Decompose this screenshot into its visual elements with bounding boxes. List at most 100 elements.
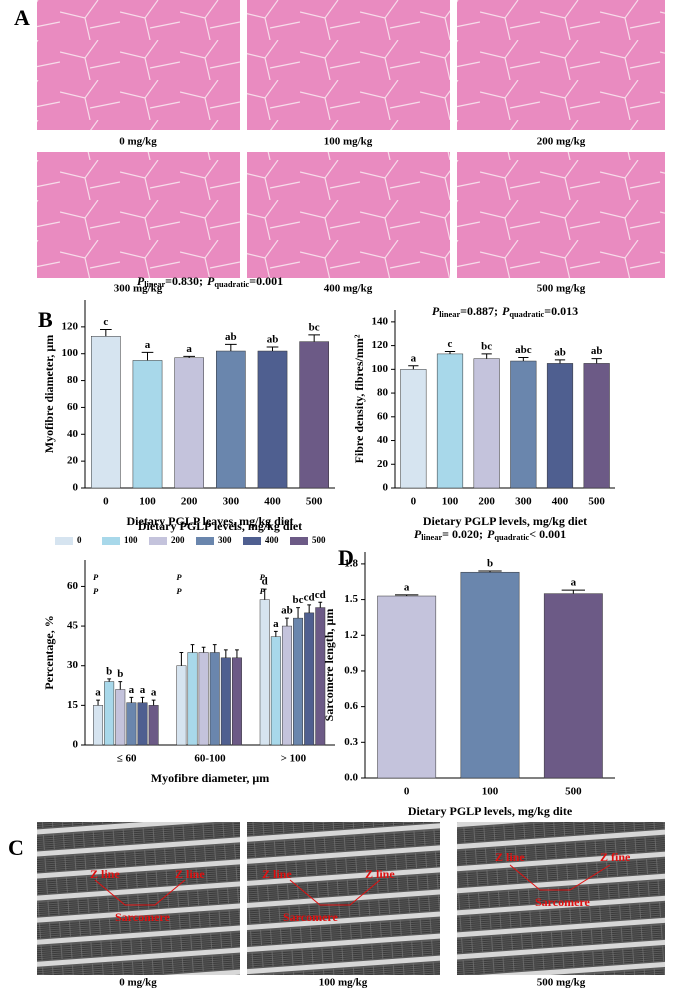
bar bbox=[257, 350, 288, 489]
significance-letter: cd bbox=[304, 591, 315, 603]
legend-swatch bbox=[290, 537, 308, 545]
caption: 400 mg/kg bbox=[324, 283, 373, 295]
panel-letter: C bbox=[8, 835, 24, 860]
x-axis-label: Dietary PGLP levels, mg/kg dite bbox=[408, 804, 573, 818]
significance-letter: a bbox=[273, 618, 279, 630]
z-line-label: Z line bbox=[175, 867, 205, 881]
significance-letter: a bbox=[186, 343, 192, 355]
p-value-annotation: P bbox=[260, 586, 266, 596]
bar bbox=[209, 652, 220, 746]
error-bar bbox=[561, 589, 585, 594]
error-bar bbox=[129, 696, 134, 703]
x-tick-label: 60-100 bbox=[194, 753, 226, 765]
significance-letter: a bbox=[140, 684, 146, 696]
x-axis-label: Myofibre diameter, μm bbox=[151, 771, 269, 785]
significance-letter: a bbox=[571, 577, 577, 589]
y-axis-label: Percentage, % bbox=[42, 615, 56, 689]
significance-letter: a bbox=[95, 687, 101, 699]
y-tick-label: 100 bbox=[62, 347, 79, 359]
legend-label: 200 bbox=[171, 535, 185, 545]
legend-label: 500 bbox=[312, 535, 326, 545]
x-tick-label: 300 bbox=[223, 496, 240, 508]
micrograph bbox=[247, 152, 450, 278]
bar bbox=[270, 636, 281, 746]
significance-letter: bc bbox=[481, 340, 492, 352]
bar bbox=[137, 702, 148, 746]
p-symbol: P bbox=[93, 572, 99, 582]
significance-letter: ab bbox=[591, 345, 603, 357]
significance-letter: d bbox=[262, 576, 268, 588]
micrograph bbox=[37, 152, 240, 278]
p-symbol: P bbox=[137, 274, 145, 288]
bar bbox=[220, 657, 231, 746]
bar bbox=[216, 350, 246, 489]
legend-label: 300 bbox=[218, 535, 232, 545]
error-bar bbox=[444, 351, 456, 354]
annotation-line bbox=[289, 879, 381, 906]
error-bar bbox=[262, 588, 267, 600]
y-tick-label: 60 bbox=[67, 580, 79, 592]
bar bbox=[126, 702, 137, 746]
error-bar bbox=[478, 570, 502, 573]
x-tick-label: 400 bbox=[552, 496, 569, 508]
legend-label: 100 bbox=[124, 535, 138, 545]
p-value-annotation: Plinear=0.830; Pquadratic=0.001 bbox=[137, 274, 283, 289]
y-tick-label: 60 bbox=[377, 410, 389, 422]
p-value-annotation: P bbox=[176, 572, 182, 582]
x-tick-label: 100 bbox=[139, 496, 156, 508]
significance-letter: c bbox=[448, 338, 453, 350]
y-tick-label: 0.3 bbox=[344, 736, 358, 748]
bar bbox=[543, 593, 603, 779]
error-bar bbox=[481, 353, 492, 359]
y-tick-label: 120 bbox=[372, 339, 389, 351]
bar bbox=[132, 360, 163, 489]
x-tick-label: 500 bbox=[588, 496, 605, 508]
bar bbox=[377, 595, 437, 779]
error-bar bbox=[141, 351, 154, 361]
x-tick-label: 200 bbox=[181, 496, 198, 508]
significance-letter: bc bbox=[309, 321, 320, 333]
sarcomere-label: Sarcomere bbox=[115, 910, 171, 924]
error-bar bbox=[201, 646, 206, 653]
x-tick-label: 100 bbox=[482, 786, 499, 798]
bar bbox=[198, 652, 209, 746]
legend-label: 400 bbox=[265, 535, 279, 545]
x-tick-label: 500 bbox=[565, 786, 582, 798]
bar bbox=[104, 681, 115, 746]
caption: 100 mg/kg bbox=[319, 977, 368, 989]
significance-letter: ab bbox=[267, 334, 279, 346]
y-tick-label: 80 bbox=[67, 374, 79, 386]
y-tick-label: 20 bbox=[377, 458, 389, 470]
error-bar bbox=[140, 696, 145, 703]
x-tick-label: 0 bbox=[103, 496, 109, 508]
y-tick-label: 0 bbox=[383, 482, 389, 494]
bar bbox=[187, 652, 198, 746]
p-symbol: P bbox=[176, 586, 182, 596]
x-tick-label: 300 bbox=[515, 496, 532, 508]
bar bbox=[304, 612, 315, 746]
p-value: = 0.020; bbox=[442, 527, 483, 541]
z-line-label: Z line bbox=[495, 850, 525, 864]
y-tick-label: 0 bbox=[73, 482, 79, 494]
p-symbol: P bbox=[176, 572, 182, 582]
y-tick-label: 140 bbox=[372, 315, 389, 327]
bar bbox=[293, 617, 304, 746]
panel-letter: B bbox=[38, 307, 53, 332]
bar bbox=[436, 353, 464, 489]
p-value: =0.830; bbox=[165, 274, 203, 288]
significance-letter: ab bbox=[554, 346, 566, 358]
error-bar bbox=[190, 644, 195, 653]
legend-swatch bbox=[243, 537, 261, 545]
p-symbol: P bbox=[93, 586, 99, 596]
significance-letter: cd bbox=[315, 589, 326, 601]
p-subscript: linear bbox=[421, 533, 442, 542]
bar bbox=[583, 363, 610, 489]
p-symbol: P bbox=[260, 586, 266, 596]
caption: 200 mg/kg bbox=[537, 136, 586, 148]
panel-letter: D bbox=[338, 545, 354, 570]
chart-title: Dietary PGLP levels, mg/kg diet bbox=[138, 519, 302, 533]
p-value-annotation: P bbox=[93, 586, 99, 596]
bar bbox=[176, 665, 187, 746]
legend-label: 0 bbox=[77, 535, 82, 545]
